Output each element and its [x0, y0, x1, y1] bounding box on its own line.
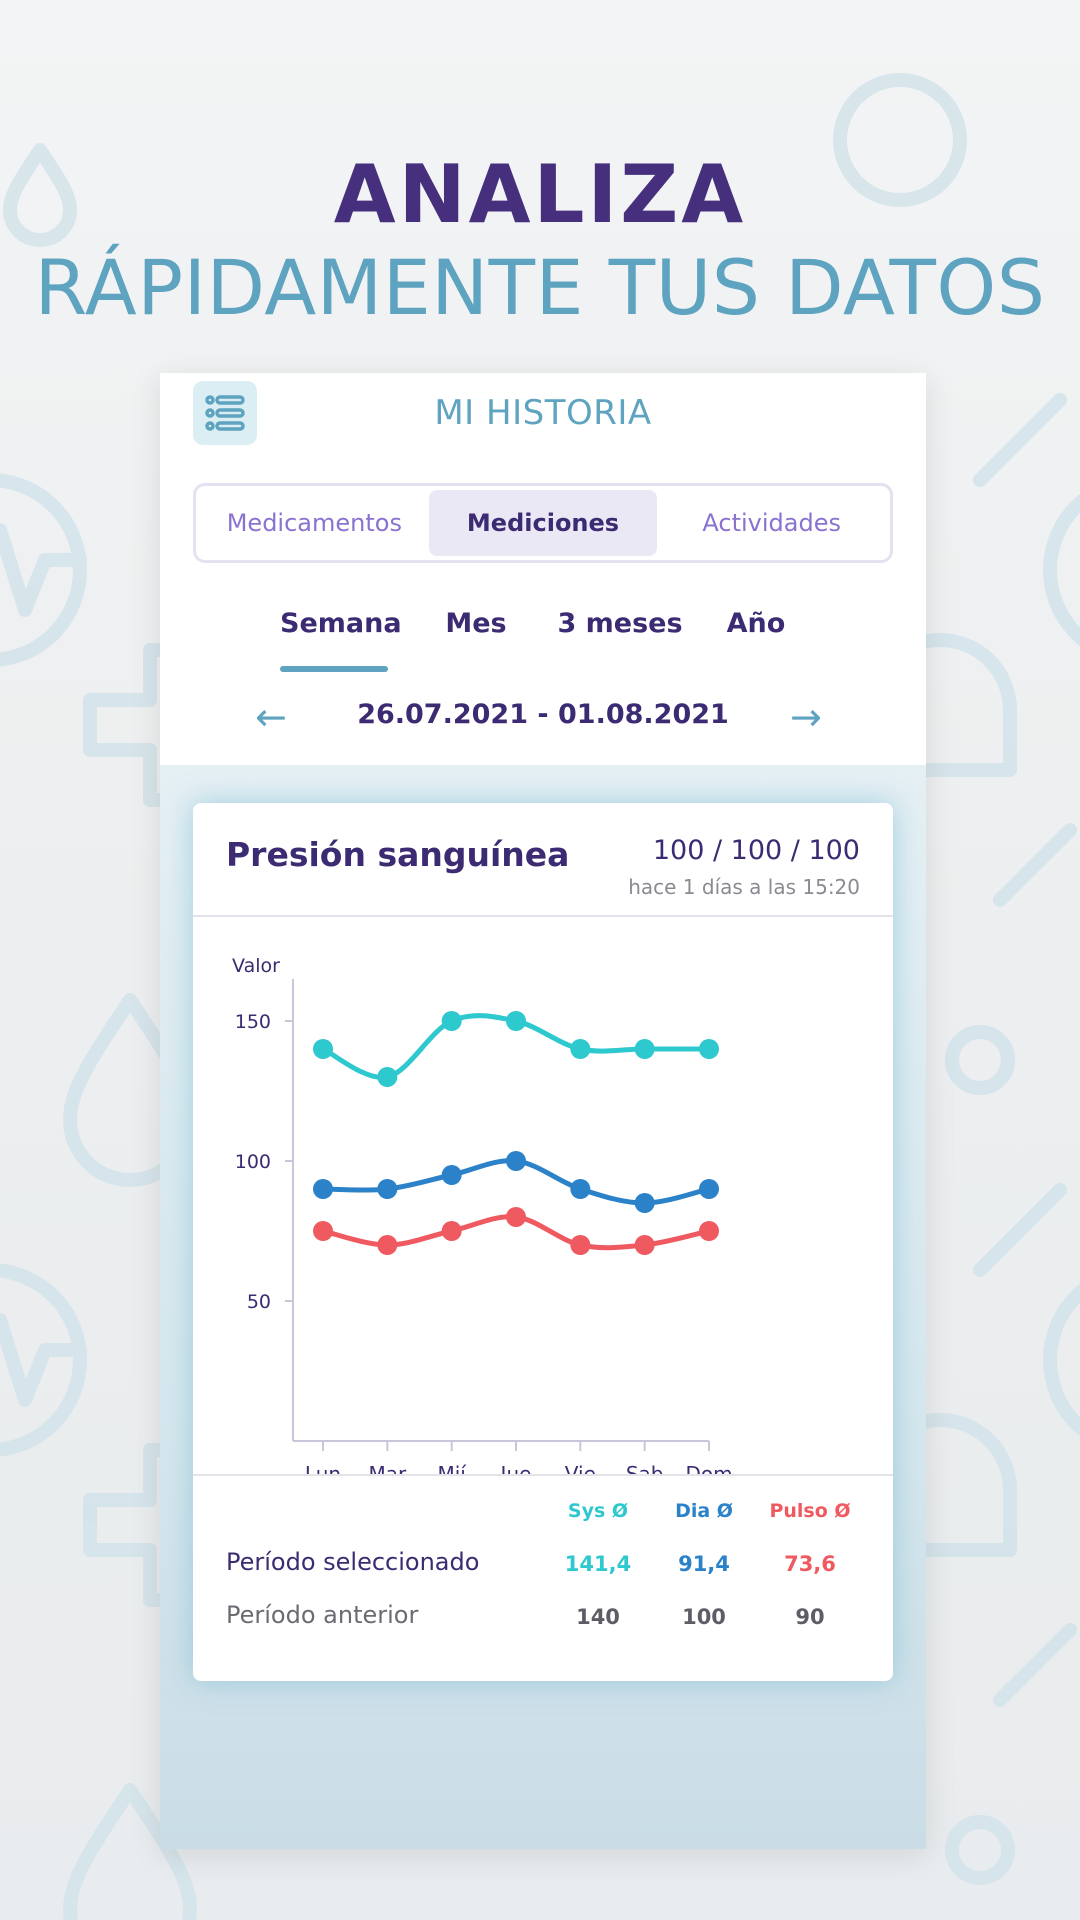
data-point — [313, 1179, 333, 1199]
tab-actividades[interactable]: Actividades — [702, 509, 841, 537]
card-header: Presión sanguínea 100 / 100 / 100 hace 1… — [193, 803, 893, 917]
pill-icon — [993, 823, 1077, 907]
data-point — [377, 1235, 398, 1255]
x-tick-label: Sab — [626, 1462, 664, 1474]
menu-button[interactable] — [193, 381, 257, 445]
data-point — [699, 1221, 719, 1241]
ring-icon — [833, 73, 967, 207]
summary-header-pulse: Pulso Ø — [769, 1500, 851, 1522]
x-tick-label: Vie — [565, 1462, 596, 1474]
summary-dia-previous: 100 — [682, 1605, 726, 1629]
summary-sys-current: 141,4 — [564, 1552, 632, 1576]
x-tick-label: Mií — [437, 1462, 467, 1474]
data-point — [570, 1039, 591, 1059]
top-section: MI HISTORIA Medicamentos Mediciones Acti… — [160, 373, 926, 765]
data-point — [634, 1235, 655, 1255]
y-tick-label: 50 — [247, 1291, 271, 1313]
x-tick-label: Lun — [305, 1462, 341, 1474]
heartbeat-icon — [1043, 1283, 1080, 1437]
data-point — [506, 1151, 526, 1171]
summary-row-label: Período seleccionado — [226, 1548, 480, 1576]
summary-pulse-previous: 90 — [795, 1605, 825, 1629]
pill-icon — [993, 1623, 1077, 1707]
headline: ANALIZA RÁPIDAMENTE TUS DATOS — [0, 145, 1080, 331]
pill-icon — [973, 393, 1067, 487]
data-point — [570, 1235, 591, 1255]
summary-sys-previous: 140 — [576, 1605, 620, 1629]
card-title: Presión sanguínea — [226, 835, 570, 874]
data-point — [634, 1193, 655, 1213]
data-point — [699, 1179, 719, 1199]
headline-title: ANALIZA — [333, 148, 747, 241]
data-point — [634, 1039, 655, 1059]
x-tick-label: Dom — [685, 1462, 732, 1474]
summary-dia-current: 91,4 — [678, 1552, 730, 1576]
x-tick-label: Mar — [368, 1462, 407, 1474]
phone-screen: MI HISTORIA Medicamentos Mediciones Acti… — [160, 373, 926, 1849]
category-tabs: Medicamentos Mediciones Actividades — [193, 483, 893, 563]
y-axis-label: Valor — [232, 955, 280, 977]
screen-title: MI HISTORIA — [434, 393, 652, 433]
y-tick-label: 150 — [235, 1011, 271, 1033]
summary-header-dia: Dia Ø — [675, 1500, 733, 1522]
period-week[interactable]: Semana — [280, 608, 402, 639]
stethoscope-icon — [945, 1025, 1015, 1095]
data-point — [506, 1207, 526, 1227]
stethoscope-icon — [945, 1815, 1015, 1885]
blood-pressure-chart: Valor 50 100 150 Lun Mar Mií Jue Vie Sab Dom — [232, 955, 733, 1474]
date-navigator: 26.07.2021 - 01.08.2021 ← → — [160, 695, 926, 745]
x-tick-label: Jue — [499, 1462, 532, 1474]
data-point — [441, 1165, 462, 1185]
blood-pressure-card[interactable]: Presión sanguínea 100 / 100 / 100 hace 1… — [193, 803, 893, 1681]
data-point — [313, 1221, 333, 1241]
latest-time: hace 1 días a las 15:20 — [628, 875, 860, 899]
headline-subtitle: RÁPIDAMENTE TUS DATOS — [34, 243, 1046, 332]
data-point — [699, 1039, 719, 1059]
prev-arrow-icon[interactable]: ← — [255, 695, 287, 739]
drop-icon — [3, 143, 77, 247]
summary-table: Sys Ø Dia Ø Pulso Ø Período seleccionado… — [193, 1474, 893, 1681]
date-range: 26.07.2021 - 01.08.2021 — [357, 699, 729, 730]
latest-value: 100 / 100 / 100 — [652, 835, 860, 866]
tab-medicamentos[interactable]: Medicamentos — [226, 509, 402, 537]
period-month[interactable]: Mes — [445, 608, 507, 639]
data-point — [570, 1179, 591, 1199]
summary-header-sys: Sys Ø — [567, 1500, 629, 1522]
next-arrow-icon[interactable]: → — [790, 695, 822, 739]
tab-mediciones[interactable]: Mediciones — [428, 490, 658, 556]
period-tabs: Semana Mes 3 meses Año — [160, 608, 926, 672]
pill-icon — [973, 1183, 1067, 1277]
summary-pulse-current: 73,6 — [784, 1552, 836, 1576]
data-point — [441, 1221, 462, 1241]
period-3-months[interactable]: 3 meses — [557, 608, 683, 639]
heartbeat-icon — [0, 473, 87, 667]
data-point — [377, 1179, 398, 1199]
period-year[interactable]: Año — [726, 608, 786, 639]
data-point — [441, 1011, 462, 1031]
list-icon — [205, 395, 245, 431]
data-point — [506, 1011, 526, 1031]
active-period-indicator — [280, 666, 388, 672]
summary-row-label: Período anterior — [226, 1601, 419, 1629]
drop-icon — [63, 1783, 197, 1920]
data-point — [377, 1067, 398, 1087]
y-tick-label: 100 — [235, 1151, 271, 1173]
heartbeat-icon — [1043, 493, 1080, 647]
heartbeat-icon — [0, 1263, 87, 1457]
data-point — [313, 1039, 333, 1059]
